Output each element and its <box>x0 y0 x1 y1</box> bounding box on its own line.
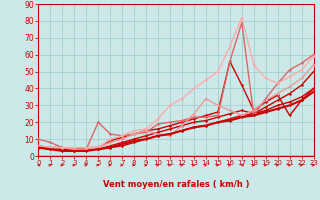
X-axis label: Vent moyen/en rafales ( km/h ): Vent moyen/en rafales ( km/h ) <box>103 180 249 189</box>
